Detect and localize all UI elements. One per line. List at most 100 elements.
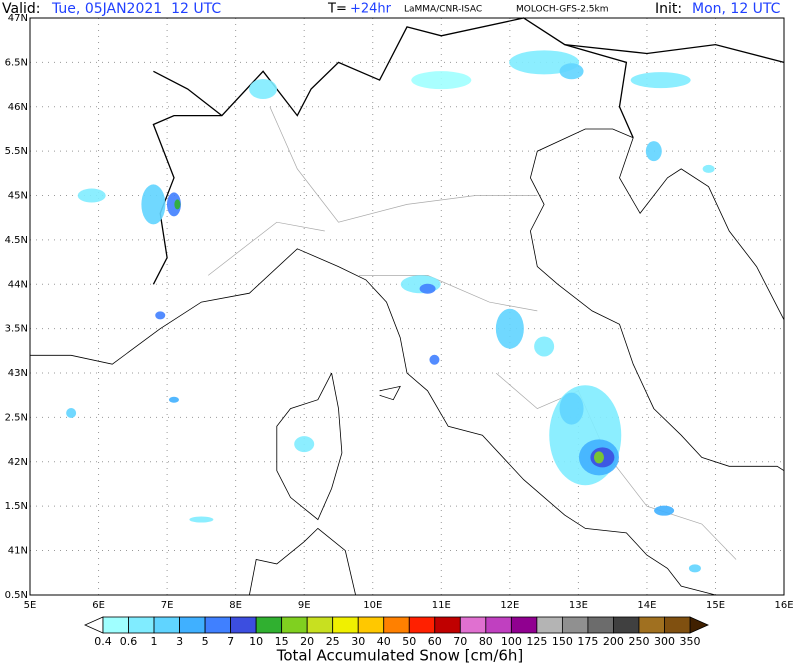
colorbar-title: Total Accumulated Snow [cm/6h] [276, 647, 524, 664]
colorbar-swatch [153, 616, 180, 634]
lat-label: 4.5N [5, 235, 28, 246]
colorbar-label: 0.6 [120, 635, 138, 648]
init-label: Init: [655, 1, 682, 17]
colorbar-label: 3 [176, 635, 183, 648]
snow-area [168, 396, 179, 403]
colorbar-under [84, 616, 104, 634]
snow-area [495, 308, 524, 349]
coastline [249, 527, 356, 596]
lon-label: 11E [432, 600, 451, 611]
colorbar-swatch [179, 616, 206, 634]
colorbar-over [689, 616, 709, 634]
snow-area [534, 336, 555, 357]
colorbar-label: 1 [151, 635, 158, 648]
snow-area [645, 141, 662, 162]
source: LaMMA/CNR-ISAC [404, 5, 482, 15]
snow-area [559, 63, 584, 80]
map-area [30, 17, 785, 596]
lat-label: 47N [8, 13, 28, 24]
lat-label: 44N [8, 279, 28, 290]
colorbar-label: 175 [577, 635, 598, 648]
colorbar-swatch [281, 616, 308, 634]
snow-area [166, 192, 181, 217]
snow-area [411, 71, 472, 90]
colorbar-swatch [613, 616, 640, 634]
colorbar-swatch [434, 616, 461, 634]
colorbar-swatch [357, 616, 385, 634]
snow-area [155, 311, 166, 320]
snow-area [66, 408, 77, 419]
lat-label: 6.5N [5, 57, 28, 68]
lead-time: +24hr [350, 2, 392, 17]
valid-time: Tue, 05JAN2021 12 UTC [51, 1, 221, 17]
lat-label: 1.5N [5, 501, 28, 512]
coastline [276, 372, 343, 521]
colorbar-label: 5 [202, 635, 209, 648]
colorbar-label: 250 [628, 635, 649, 648]
snow-area [593, 451, 604, 464]
colorbar-label: 40 [377, 635, 391, 648]
colorbar-label: 150 [552, 635, 573, 648]
snow-area [429, 354, 440, 365]
lon-label: 6E [92, 600, 105, 611]
colorbar-swatch [204, 616, 232, 634]
colorbar-swatch [587, 616, 614, 634]
colorbar-swatch [561, 616, 589, 634]
colorbar-swatch [536, 616, 563, 634]
lon-label: 8E [229, 600, 242, 611]
lead-label: T= [327, 2, 347, 17]
lon-label: 14E [637, 600, 656, 611]
colorbar-label: 100 [501, 635, 522, 648]
lat-label: 2.5N [5, 412, 28, 423]
colorbar-swatch [485, 616, 512, 634]
coastline [30, 248, 716, 596]
snow-area [249, 79, 278, 100]
coastline [619, 137, 785, 320]
snow-area [654, 505, 675, 516]
colorbar-swatch [332, 616, 359, 634]
snow-area [141, 184, 166, 225]
lon-label: 13E [569, 600, 588, 611]
snow-area [702, 164, 715, 173]
lat-label: 5.5N [5, 146, 28, 157]
colorbar-label: 0.4 [94, 635, 112, 648]
colorbar-swatch [638, 616, 665, 634]
colorbar-swatch [510, 616, 538, 634]
snow-area [559, 392, 584, 425]
colorbar-swatch [102, 616, 129, 634]
lat-label: 3.5N [5, 324, 28, 335]
colorbar-swatch [255, 616, 283, 634]
lon-label: 16E [775, 600, 794, 611]
lon-label: 5E [24, 600, 37, 611]
lon-label: 7E [161, 600, 174, 611]
lat-label: 46N [8, 102, 28, 113]
colorbar-label: 20 [300, 635, 314, 648]
snow-area [419, 283, 436, 294]
colorbar-label: 15 [275, 635, 289, 648]
map-frame [29, 17, 785, 596]
colorbar-label: 350 [680, 635, 701, 648]
colorbar-label: 60 [428, 635, 442, 648]
lon-label: 15E [706, 600, 725, 611]
snow-area [189, 516, 214, 523]
init-time: Mon, 12 UTC [692, 1, 781, 17]
region-boundary [269, 106, 538, 223]
region-boundary [359, 275, 538, 312]
colorbar-label: 25 [326, 635, 340, 648]
snow-area [77, 188, 106, 203]
border [564, 43, 785, 64]
model: MOLOCH-GFS-2.5km [516, 5, 609, 15]
colorbar-label: 80 [479, 635, 493, 648]
colorbar-label: 10 [249, 635, 263, 648]
colorbar-label: 7 [227, 635, 234, 648]
lat-label: 0.5N [5, 590, 28, 601]
colorbar-label: 70 [453, 635, 467, 648]
snow-area [174, 199, 181, 210]
colorbar-swatch [128, 616, 155, 634]
lon-label: 12E [500, 600, 519, 611]
colorbar-label: 200 [603, 635, 624, 648]
lat-label: 41N [8, 546, 28, 557]
colorbar-swatch [408, 616, 436, 634]
colorbar-label: 125 [526, 635, 547, 648]
lat-label: 42N [8, 457, 28, 468]
